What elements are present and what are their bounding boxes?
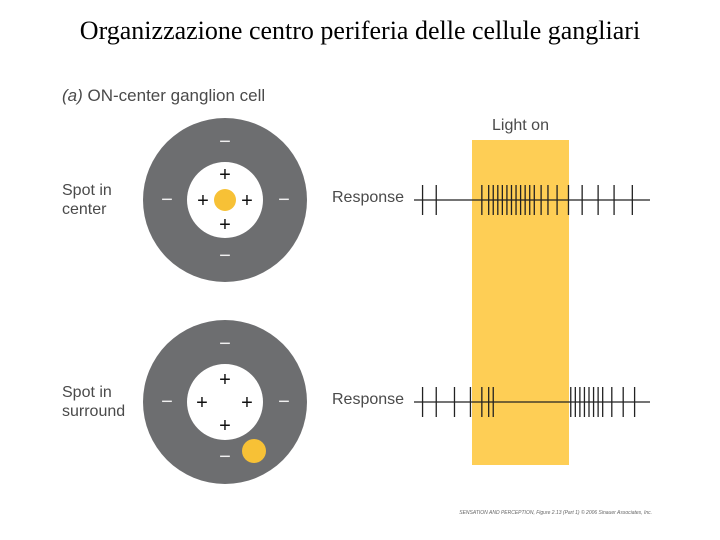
plus-sign-bottom: + <box>219 415 231 437</box>
plus-sign-top: + <box>219 164 231 186</box>
plus-sign-left: + <box>197 190 209 212</box>
minus-sign-bottom: − <box>219 245 231 267</box>
response-trace-center <box>414 185 650 215</box>
minus-sign-top: − <box>219 131 231 153</box>
plus-sign-right: + <box>241 190 253 212</box>
receptive-field-center: + + + + − − − − <box>143 118 307 282</box>
slide-title: Organizzazione centro periferia delle ce… <box>79 16 641 45</box>
response-label-center: Response <box>332 189 405 206</box>
panel-letter: (a) <box>62 86 83 105</box>
response-label-surround: Response <box>332 391 405 408</box>
figure-credit: SENSATION AND PERCEPTION, Figure 2.13 (P… <box>459 510 652 516</box>
plus-sign-right: + <box>241 392 253 414</box>
panel-title: ON-center ganglion cell <box>87 86 266 105</box>
minus-sign-bottom: − <box>219 446 231 468</box>
light-spot-center <box>214 189 236 211</box>
row-label-surround-line-1: Spot in <box>62 384 112 401</box>
light-on-label: Light on <box>492 117 549 134</box>
row-label-surround: Spot in surround <box>62 383 125 421</box>
minus-sign-left: − <box>161 391 173 413</box>
panel-label: (a) ON-center ganglion cell <box>62 86 265 106</box>
center-disk-surround-row <box>187 364 263 440</box>
minus-sign-right: − <box>278 189 290 211</box>
response-trace-surround <box>414 387 650 417</box>
plus-sign-left: + <box>196 392 208 414</box>
receptive-field-surround: + + + + − − − − <box>143 320 307 484</box>
plus-sign-top: + <box>219 369 231 391</box>
row-label-center-line-1: Spot in <box>62 182 112 199</box>
row-label-center: Spot in center <box>62 181 112 219</box>
light-spot-surround <box>242 439 266 463</box>
minus-sign-right: − <box>278 391 290 413</box>
plus-sign-bottom: + <box>219 214 231 236</box>
minus-sign-left: − <box>161 189 173 211</box>
minus-sign-top: − <box>219 333 231 355</box>
row-label-surround-line-2: surround <box>62 403 126 420</box>
row-label-center-line-2: center <box>62 201 107 218</box>
